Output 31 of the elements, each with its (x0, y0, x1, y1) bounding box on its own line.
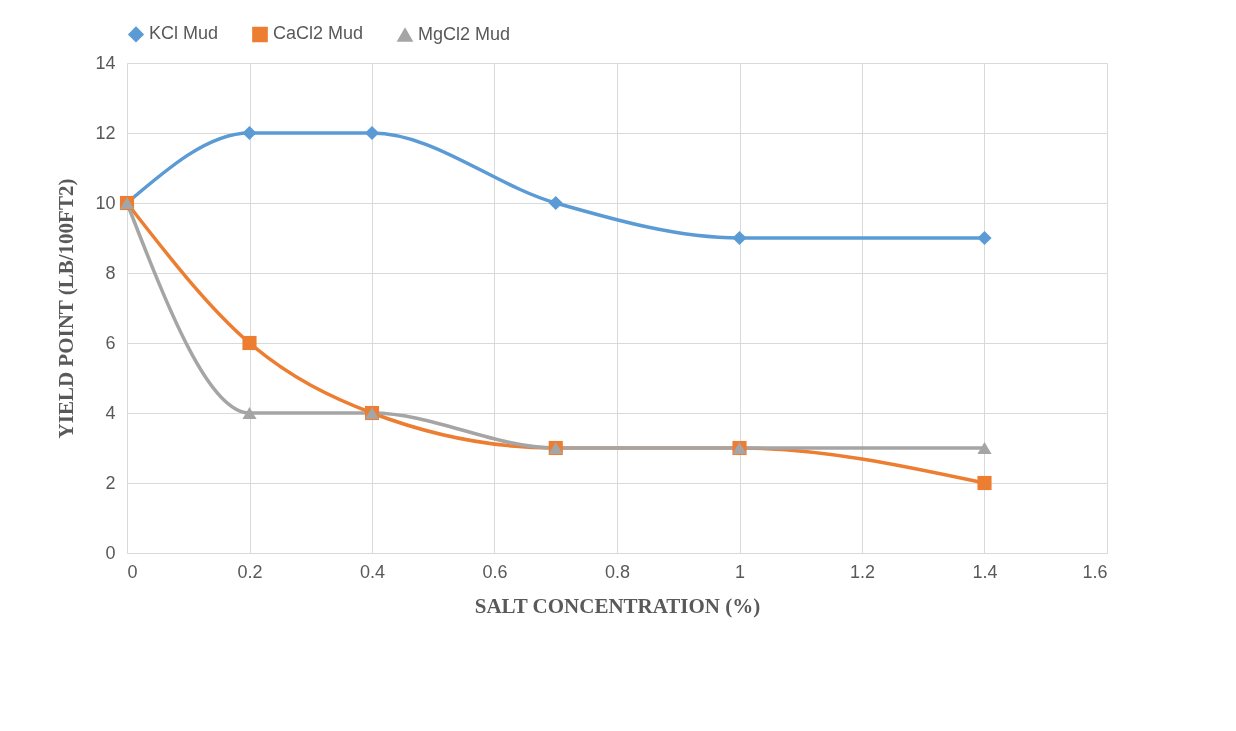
point (977, 230, 992, 246)
y-tick-label: 6 (105, 332, 116, 353)
x-tick-label: 0.2 (237, 561, 263, 582)
x-tick-label: 0.4 (359, 561, 386, 582)
point (242, 406, 257, 420)
y-tick-label: 4 (105, 402, 116, 423)
x-tick-label: 1 (734, 561, 746, 582)
point (977, 441, 992, 455)
y-tick-label: 10 (95, 192, 116, 213)
point (977, 475, 992, 491)
point (364, 125, 380, 141)
x-tick-label: 1.4 (972, 561, 998, 582)
legend-label: CaCl2 Mud (273, 23, 364, 44)
y-tick-label: 12 (95, 122, 116, 143)
y-tick-label: 14 (95, 52, 116, 73)
legend-label: MgCl2 Mud (418, 23, 511, 44)
x-tick-label: 1.2 (849, 561, 876, 582)
x-tick-label: 0.6 (482, 561, 508, 582)
y-axis-title: YIELD POINT (LB/100FT2) (54, 178, 79, 439)
point (732, 230, 747, 246)
legend-label: KCl Mud (149, 23, 219, 44)
y-tick-label: 2 (105, 472, 116, 493)
point (548, 195, 563, 211)
x-tick-label: 1.6 (1082, 561, 1108, 582)
point (242, 125, 257, 141)
x-axis-title: SALT CONCENTRATION (%) (474, 593, 761, 618)
y-tick-label: 8 (105, 262, 116, 283)
point (242, 335, 257, 351)
x-tick-label: 0.8 (604, 561, 631, 582)
y-tick-label: 0 (105, 542, 116, 563)
x-tick-label: 0 (127, 561, 138, 582)
